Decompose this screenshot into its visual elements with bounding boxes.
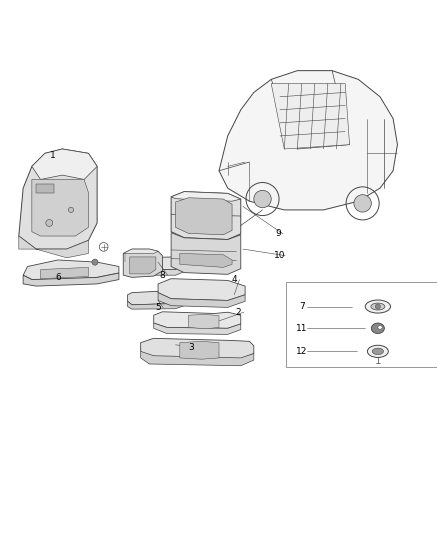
Polygon shape: [176, 198, 232, 235]
Polygon shape: [19, 236, 88, 258]
Circle shape: [46, 220, 53, 227]
Polygon shape: [154, 323, 241, 334]
Text: 7: 7: [299, 302, 304, 311]
Polygon shape: [158, 279, 245, 301]
Polygon shape: [130, 257, 156, 274]
Ellipse shape: [371, 323, 385, 334]
Text: 9: 9: [275, 229, 281, 238]
Circle shape: [375, 304, 381, 309]
Polygon shape: [36, 184, 53, 192]
Ellipse shape: [371, 303, 385, 310]
Polygon shape: [19, 149, 97, 249]
Polygon shape: [188, 314, 219, 329]
Ellipse shape: [378, 326, 382, 329]
Ellipse shape: [372, 348, 384, 354]
Polygon shape: [271, 84, 350, 149]
Polygon shape: [124, 254, 125, 262]
Polygon shape: [127, 290, 184, 305]
Polygon shape: [158, 293, 245, 308]
Text: 4: 4: [231, 275, 237, 284]
Ellipse shape: [365, 300, 391, 313]
Circle shape: [254, 190, 271, 208]
Text: 1: 1: [50, 151, 56, 160]
Polygon shape: [123, 249, 158, 254]
Text: 6: 6: [55, 273, 61, 282]
Ellipse shape: [367, 345, 389, 358]
Polygon shape: [219, 71, 397, 210]
Text: 2: 2: [236, 308, 241, 317]
Polygon shape: [123, 249, 162, 277]
Polygon shape: [132, 266, 184, 275]
Text: 8: 8: [159, 271, 165, 280]
Polygon shape: [171, 192, 241, 201]
Text: 11: 11: [296, 324, 307, 333]
Text: 10: 10: [274, 251, 286, 260]
Polygon shape: [141, 351, 254, 366]
Polygon shape: [23, 260, 119, 279]
Polygon shape: [41, 268, 88, 279]
Polygon shape: [127, 301, 184, 309]
Circle shape: [92, 259, 98, 265]
Text: 12: 12: [296, 347, 307, 356]
Polygon shape: [171, 232, 241, 274]
Polygon shape: [32, 180, 88, 236]
Circle shape: [354, 195, 371, 212]
Text: 5: 5: [155, 303, 161, 312]
Polygon shape: [180, 254, 232, 268]
Polygon shape: [32, 149, 97, 180]
Polygon shape: [171, 192, 241, 239]
Polygon shape: [180, 341, 219, 359]
Polygon shape: [154, 312, 241, 328]
Polygon shape: [23, 273, 119, 286]
Circle shape: [68, 207, 74, 213]
Polygon shape: [132, 257, 184, 270]
Text: 3: 3: [188, 343, 194, 352]
Polygon shape: [141, 338, 254, 359]
